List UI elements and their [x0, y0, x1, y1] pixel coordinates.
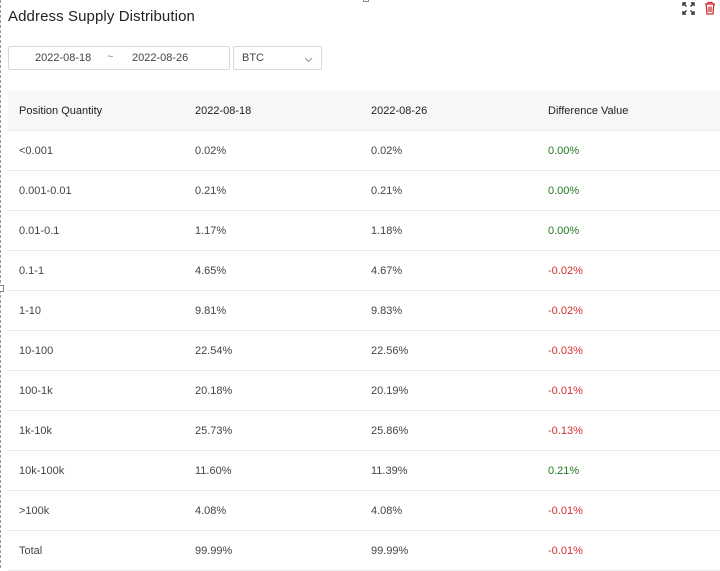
- cell-start-value: 99.99%: [195, 545, 233, 557]
- cell-end-value: 1.18%: [371, 225, 403, 237]
- cell-position-quantity: 0.01-0.1: [19, 225, 60, 237]
- cell-difference-value: -0.01%: [548, 385, 583, 397]
- cell-position-quantity: 10-100: [19, 345, 54, 357]
- expand-icon[interactable]: [681, 1, 695, 15]
- table-row: 1-10 9.81% 9.83% -0.02%: [8, 291, 720, 331]
- cell-difference-value: -0.03%: [548, 345, 583, 357]
- date-start-input[interactable]: 2022-08-18: [35, 52, 92, 64]
- header-position-quantity: Position Quantity: [19, 105, 103, 117]
- cell-end-value: 25.86%: [371, 425, 409, 437]
- table-row: <0.001 0.02% 0.02% 0.00%: [8, 131, 720, 171]
- cell-start-value: 0.21%: [195, 185, 227, 197]
- cell-end-value: 0.02%: [371, 145, 403, 157]
- asset-select[interactable]: BTC: [233, 46, 322, 70]
- table-row: 0.1-1 4.65% 4.67% -0.02%: [8, 251, 720, 291]
- cell-end-value: 0.21%: [371, 185, 403, 197]
- cell-start-value: 0.02%: [195, 145, 227, 157]
- table-header: Position Quantity 2022-08-18 2022-08-26 …: [8, 91, 720, 131]
- date-separator: ~: [107, 51, 114, 63]
- table-row: 0.001-0.01 0.21% 0.21% 0.00%: [8, 171, 720, 211]
- cell-difference-value: 0.21%: [548, 465, 580, 477]
- cell-end-value: 99.99%: [371, 545, 409, 557]
- cell-difference-value: 0.00%: [548, 145, 580, 157]
- cell-position-quantity: Total: [19, 545, 43, 557]
- table-row: 10-100 22.54% 22.56% -0.03%: [8, 331, 720, 371]
- cell-position-quantity: <0.001: [19, 145, 53, 157]
- cell-start-value: 25.73%: [195, 425, 233, 437]
- cell-difference-value: -0.13%: [548, 425, 583, 437]
- cell-position-quantity: >100k: [19, 505, 50, 517]
- cell-start-value: 1.17%: [195, 225, 227, 237]
- cell-difference-value: -0.02%: [548, 265, 583, 277]
- cell-position-quantity: 0.1-1: [19, 265, 45, 277]
- header-end-date: 2022-08-26: [371, 105, 428, 117]
- table-row: 100-1k 20.18% 20.19% -0.01%: [8, 371, 720, 411]
- cell-difference-value: -0.01%: [548, 545, 583, 557]
- date-range-picker[interactable]: 2022-08-18 ~ 2022-08-26: [8, 46, 230, 70]
- cell-difference-value: -0.01%: [548, 505, 583, 517]
- header-difference-value: Difference Value: [548, 105, 629, 117]
- chevron-down-icon: [304, 54, 313, 66]
- cell-start-value: 4.08%: [195, 505, 227, 517]
- table-row: >100k 4.08% 4.08% -0.01%: [8, 491, 720, 531]
- cell-start-value: 4.65%: [195, 265, 227, 277]
- resize-handle-left[interactable]: [0, 285, 4, 292]
- date-end-input[interactable]: 2022-08-26: [132, 52, 189, 64]
- cell-end-value: 9.83%: [371, 305, 403, 317]
- cell-difference-value: -0.02%: [548, 305, 583, 317]
- cell-start-value: 9.81%: [195, 305, 227, 317]
- table-row: Total 99.99% 99.99% -0.01%: [8, 531, 720, 571]
- cell-end-value: 4.08%: [371, 505, 403, 517]
- table-row: 0.01-0.1 1.17% 1.18% 0.00%: [8, 211, 720, 251]
- cell-difference-value: 0.00%: [548, 225, 580, 237]
- cell-start-value: 11.60%: [195, 465, 232, 477]
- cell-position-quantity: 1k-10k: [19, 425, 53, 437]
- widget-toolbar: [681, 1, 717, 15]
- cell-start-value: 20.18%: [195, 385, 233, 397]
- asset-select-value: BTC: [242, 52, 264, 64]
- cell-end-value: 4.67%: [371, 265, 403, 277]
- header-start-date: 2022-08-18: [195, 105, 252, 117]
- trash-icon[interactable]: [703, 1, 717, 15]
- cell-end-value: 20.19%: [371, 385, 409, 397]
- table-row: 10k-100k 11.60% 11.39% 0.21%: [8, 451, 720, 491]
- cell-end-value: 22.56%: [371, 345, 409, 357]
- supply-table: Position Quantity 2022-08-18 2022-08-26 …: [8, 91, 720, 571]
- cell-start-value: 22.54%: [195, 345, 233, 357]
- cell-position-quantity: 1-10: [19, 305, 42, 317]
- table-body: <0.001 0.02% 0.02% 0.00% 0.001-0.01 0.21% 0.21…: [8, 131, 720, 571]
- cell-end-value: 11.39%: [371, 465, 408, 477]
- table-row: 1k-10k 25.73% 25.86% -0.13%: [8, 411, 720, 451]
- cell-position-quantity: 10k-100k: [19, 465, 65, 477]
- cell-difference-value: 0.00%: [548, 185, 580, 197]
- resize-handle-top[interactable]: [363, 0, 369, 2]
- page-title: Address Supply Distribution: [8, 8, 195, 25]
- cell-position-quantity: 100-1k: [19, 385, 53, 397]
- cell-position-quantity: 0.001-0.01: [19, 185, 72, 197]
